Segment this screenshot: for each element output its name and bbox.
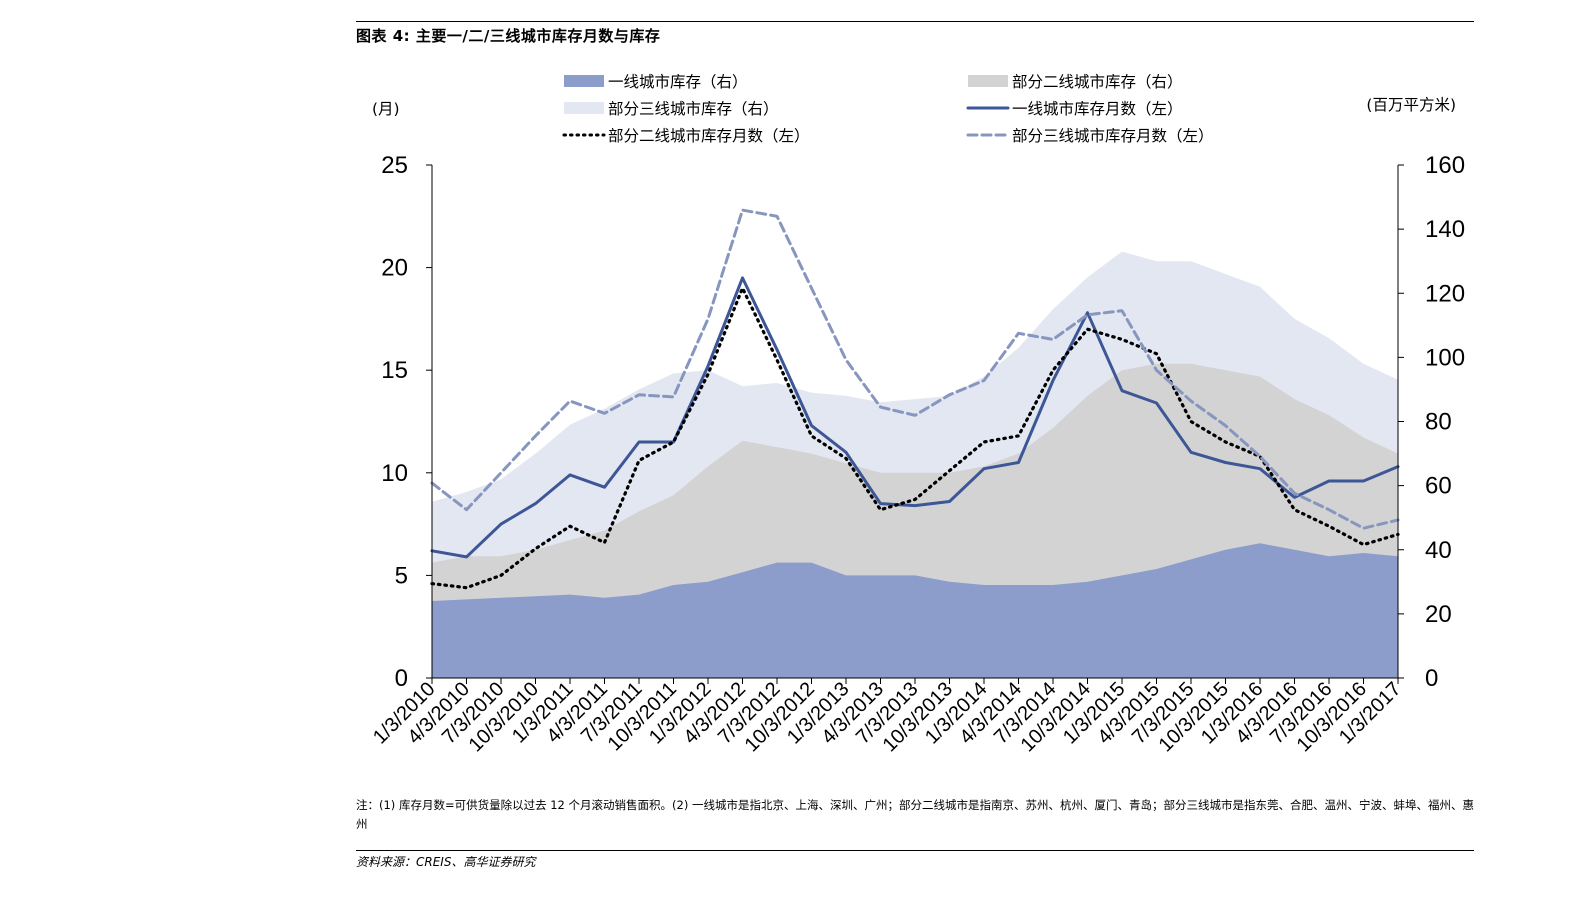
- legend-swatch-0: [564, 75, 604, 87]
- line-series-tier2: [430, 286, 1400, 590]
- left-tick-label: 25: [381, 152, 408, 179]
- legend-label-3: 一线城市库存月数（左）: [1012, 100, 1183, 118]
- bottom-rule: [356, 850, 1474, 851]
- right-tick-label: 160: [1425, 152, 1465, 179]
- source-line: 资料来源：CREIS、高华证券研究: [356, 855, 536, 869]
- legend-label-0: 一线城市库存（右）: [608, 73, 748, 91]
- right-tick-label: 0: [1425, 665, 1438, 692]
- left-tick-label: 15: [381, 357, 408, 384]
- top-rule: [356, 21, 1474, 22]
- legend-label-4: 部分二线城市库存月数（左）: [608, 127, 810, 145]
- left-axis-label: (月): [372, 100, 400, 118]
- legend-label-1: 部分二线城市库存（右）: [1012, 73, 1183, 91]
- right-tick-label: 140: [1425, 216, 1465, 243]
- right-tick-label: 40: [1425, 537, 1452, 564]
- figure-title: 图表 4: 主要一/二/三线城市库存月数与库存: [356, 27, 661, 45]
- left-tick-label: 0: [395, 665, 408, 692]
- area-series-tier1: [432, 543, 1398, 678]
- right-tick-label: 60: [1425, 473, 1452, 500]
- chart: 05101520250204060801001201401601/3/20104…: [369, 73, 1465, 756]
- legend-swatch-1: [968, 75, 1008, 87]
- right-tick-label: 100: [1425, 344, 1465, 371]
- legend-label-2: 部分三线城市库存（右）: [608, 100, 779, 118]
- right-tick-label: 20: [1425, 601, 1452, 628]
- right-tick-label: 80: [1425, 409, 1452, 436]
- line-series-tier3: [430, 208, 1400, 530]
- left-tick-label: 5: [395, 562, 408, 589]
- legend-swatch-2: [564, 102, 604, 114]
- chart-note: 注：(1) 库存月数=可供货量除以过去 12 个月滚动销售面积。(2) 一线城市…: [356, 798, 1474, 831]
- right-axis-label: (百万平方米): [1366, 96, 1456, 114]
- left-tick-label: 10: [381, 460, 408, 487]
- legend-label-5: 部分三线城市库存月数（左）: [1012, 127, 1214, 145]
- line-series-tier1: [430, 276, 1400, 559]
- left-tick-label: 20: [381, 255, 408, 282]
- right-tick-label: 120: [1425, 280, 1465, 307]
